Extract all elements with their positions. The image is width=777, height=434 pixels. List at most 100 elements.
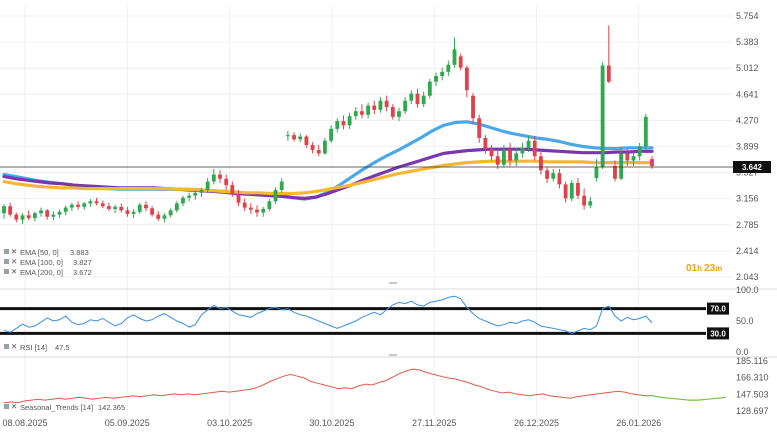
rsi-legend-name: RSI [14] (20, 343, 47, 352)
candle-body (384, 100, 389, 108)
candle (446, 60, 451, 77)
candle-body (434, 76, 438, 82)
candle-body (378, 100, 383, 110)
candle-body (563, 184, 568, 199)
price-tick-label: 3.156 (736, 194, 759, 204)
candle (539, 152, 543, 175)
candle (397, 107, 401, 122)
candle-body (323, 140, 327, 154)
candle (131, 208, 136, 219)
candle-body (397, 111, 401, 117)
candle-body (606, 65, 611, 82)
svg-text:✕: ✕ (11, 402, 17, 411)
candle (335, 118, 340, 133)
candle-body (631, 156, 636, 161)
candle (563, 181, 568, 203)
candle-body (107, 206, 111, 209)
legend-ema-100[interactable]: ✕ EMA [100, 0] 3.827 (4, 257, 92, 267)
candle-body (248, 207, 253, 210)
countdown-hours: 01 (686, 263, 698, 274)
candle (298, 133, 303, 143)
candle (187, 192, 192, 202)
candle (8, 202, 13, 217)
price-tick-label: 4.641 (736, 89, 759, 99)
candle (168, 208, 173, 218)
candle-body (131, 211, 136, 214)
candle (427, 78, 432, 99)
candle (14, 212, 19, 223)
ema-lines (2, 120, 654, 201)
seasonal-legend-name: Seasonal_Trends [14] (20, 403, 93, 412)
candle-body (26, 215, 31, 219)
candle-body (211, 174, 216, 182)
candle-body (168, 210, 173, 216)
candle (224, 174, 229, 190)
svg-text:✕: ✕ (11, 267, 17, 276)
candle (51, 211, 56, 221)
rsi-tick-label: 100.0 (736, 285, 759, 295)
candle-body (600, 65, 605, 168)
candle-body (526, 140, 531, 148)
candle (39, 207, 43, 217)
candle-body (279, 181, 284, 190)
candle (230, 181, 235, 198)
candle-body (360, 111, 364, 115)
candle-body (51, 214, 56, 217)
rsi-tick-label: 50.0 (736, 316, 754, 326)
candle-body (32, 213, 37, 219)
candle (255, 205, 259, 217)
time-tick-label: 26.01.2026 (616, 418, 661, 428)
candle (199, 187, 204, 198)
pane-resize-handle-2[interactable] (389, 354, 397, 356)
candle-body (569, 182, 574, 199)
candle (631, 152, 636, 167)
legend-ema-50-name: EMA [50, 0] (20, 248, 59, 257)
candle (421, 91, 426, 108)
candle (545, 167, 549, 183)
candle-body (310, 144, 315, 150)
candle (193, 190, 198, 200)
price-tick-label: 5.754 (736, 11, 759, 21)
candle (347, 112, 352, 129)
countdown-timer: 01h 23m (686, 263, 722, 274)
candle-body (464, 67, 469, 91)
time-tick-label: 30.10.2025 (309, 418, 354, 428)
candle (162, 213, 167, 223)
candle (594, 159, 599, 182)
legend-ema-200[interactable]: ✕ EMA [200, 0] 3.672 (4, 267, 92, 277)
rsi-legend-value: 47.5 (55, 343, 70, 352)
candle-body (471, 95, 475, 119)
time-tick-label: 05.09.2025 (105, 418, 150, 428)
candle (508, 142, 512, 167)
candle-body (316, 149, 321, 154)
candle (495, 150, 500, 169)
legend-ema-100-value: 3.827 (73, 258, 92, 267)
candle (304, 135, 309, 148)
candle (20, 213, 25, 224)
candle (613, 160, 617, 182)
candle-body (63, 207, 68, 212)
candle (489, 144, 494, 161)
legend-ema-200-name: EMA [200, 0] (20, 268, 63, 277)
legend-ema-50[interactable]: ✕ EMA [50, 0] 3.883 (4, 247, 89, 257)
candle-body (205, 181, 210, 190)
candle (181, 195, 185, 207)
candle-body (557, 173, 562, 185)
candle (285, 130, 290, 141)
candle-body (69, 204, 74, 208)
seasonal-tick-label: 128.697 (736, 406, 769, 416)
pane-resize-handle[interactable] (389, 282, 397, 284)
candle (378, 97, 383, 113)
candle (576, 178, 580, 200)
candle-body (199, 190, 204, 193)
svg-text:✕: ✕ (11, 247, 17, 256)
time-tick-label: 26.12.2025 (514, 418, 559, 428)
candle (174, 201, 179, 213)
candle (144, 201, 148, 212)
candle (477, 114, 482, 143)
candle-body (427, 81, 432, 96)
legend-ema-200-value: 3.672 (73, 268, 92, 277)
candle (261, 206, 266, 217)
candle (557, 168, 562, 189)
candle-body (372, 105, 377, 110)
